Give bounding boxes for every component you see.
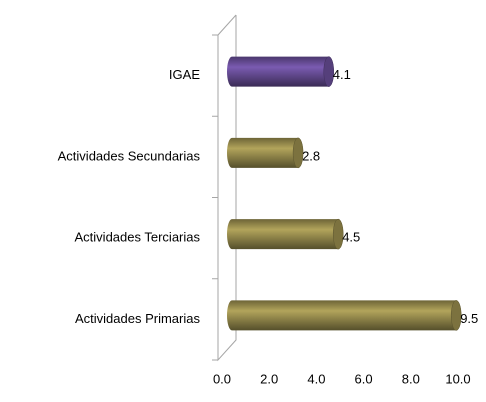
x-tick-label: 0.0 — [213, 371, 231, 386]
bar — [227, 56, 334, 87]
x-tick-label: 6.0 — [355, 371, 373, 386]
y-tick-label: Actividades Secundarias — [58, 148, 201, 163]
bar — [227, 137, 304, 168]
value-label: 9.5 — [460, 311, 478, 326]
bar-cap — [332, 218, 344, 250]
x-tick-label: 10.0 — [445, 371, 470, 386]
x-tick-label: 8.0 — [402, 371, 420, 386]
x-tick-label: 2.0 — [260, 371, 278, 386]
bar — [227, 300, 462, 331]
bar-cap — [323, 56, 335, 87]
value-label: 4.5 — [342, 230, 360, 245]
y-tick-label: Actividades Primarias — [75, 311, 200, 326]
y-tick-label: Actividades Terciarias — [75, 230, 201, 245]
x-tick-label: 4.0 — [307, 371, 325, 386]
bar-cap — [450, 300, 462, 331]
value-label: 2.8 — [302, 148, 320, 163]
y-tick-label: IGAE — [169, 67, 200, 82]
value-label: 4.1 — [333, 67, 351, 82]
bar-cap — [292, 137, 304, 169]
bar — [227, 219, 344, 250]
